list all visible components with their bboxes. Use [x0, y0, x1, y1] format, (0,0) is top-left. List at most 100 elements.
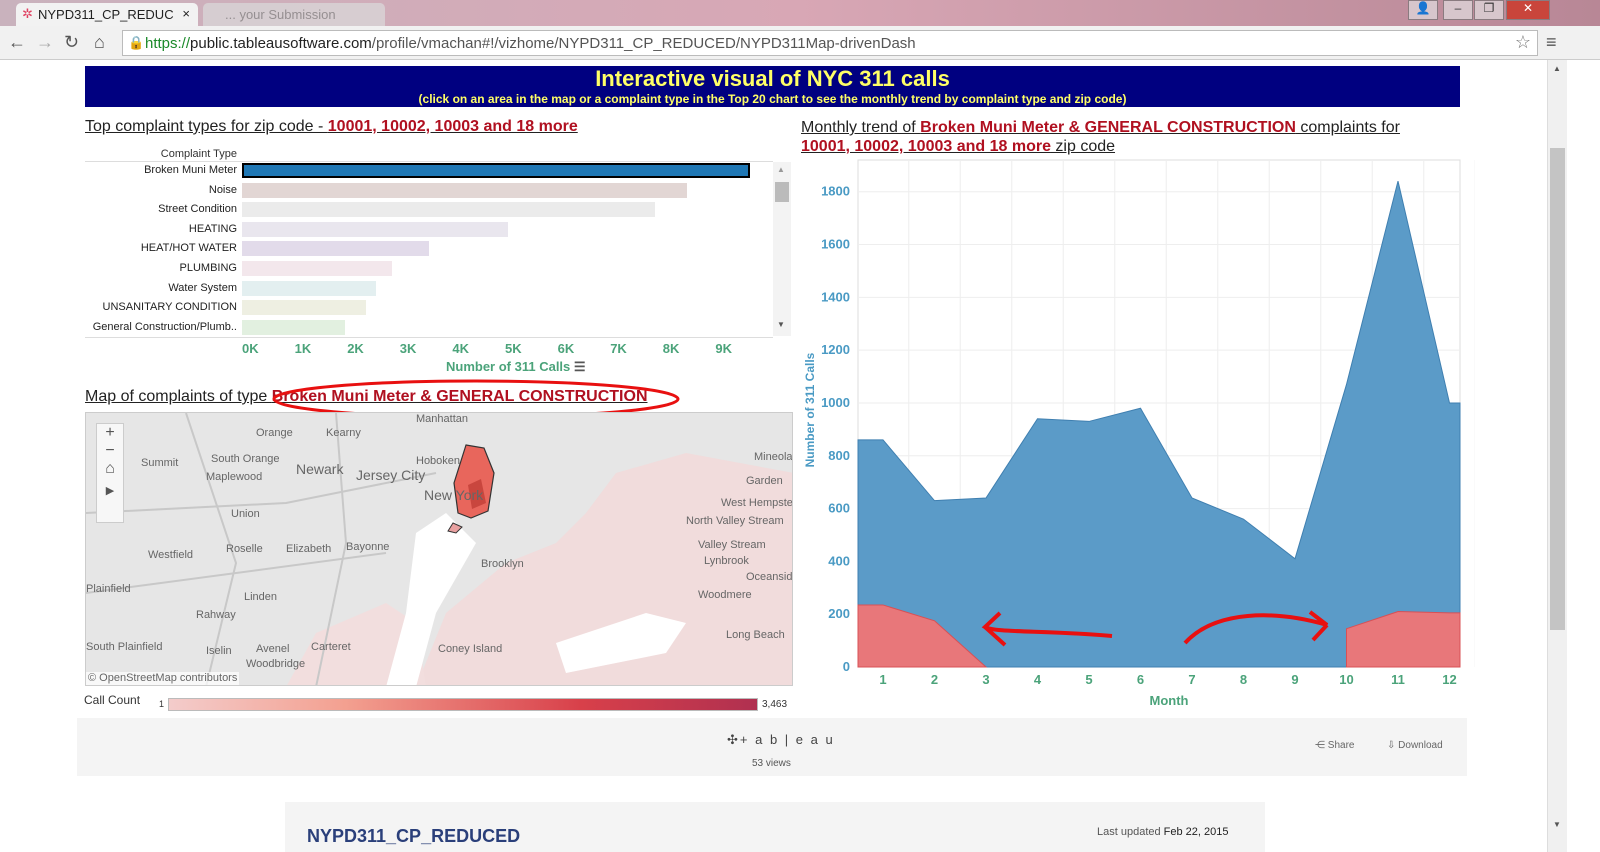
- bar[interactable]: [242, 261, 393, 276]
- tableau-logo[interactable]: ✣+ a b | e a u: [727, 732, 835, 748]
- title-text: zip code: [1050, 138, 1116, 155]
- map-place-label: Oceanside: [746, 571, 793, 583]
- home-extent-button[interactable]: ⌂: [105, 460, 115, 477]
- menu-icon[interactable]: ≡: [1546, 32, 1557, 52]
- map-place-label: Coney Island: [438, 643, 503, 655]
- bar[interactable]: [242, 319, 345, 335]
- area-series-1[interactable]: [857, 181, 1461, 668]
- bar[interactable]: [242, 221, 508, 237]
- profile-button[interactable]: 👤: [1408, 0, 1438, 20]
- scroll-thumb[interactable]: [1550, 148, 1565, 630]
- bar[interactable]: [242, 182, 687, 198]
- y-tick-label: 1600: [821, 237, 850, 252]
- map-place-label: Roselle: [226, 543, 263, 555]
- x-tick-label: 6K: [557, 341, 575, 356]
- scroll-thumb[interactable]: [775, 182, 789, 202]
- bar-label[interactable]: HEAT/HOT WATER: [140, 242, 237, 255]
- download-icon: ⇩: [1387, 740, 1399, 751]
- area-series-2[interactable]: [857, 604, 988, 668]
- zoom-in-button[interactable]: +: [105, 424, 115, 441]
- bar-label[interactable]: Street Condition: [158, 203, 237, 216]
- scroll-up-icon[interactable]: ▲: [777, 165, 785, 174]
- map-title: Map of complaints of type Broken Muni Me…: [85, 388, 648, 406]
- sort-icon[interactable]: ☰: [573, 359, 586, 374]
- title-text: complaints for: [1295, 119, 1400, 136]
- scroll-up-icon[interactable]: ▲: [1553, 64, 1561, 73]
- browser-toolbar: ← → ↻ ⌂ 🔒 https://public.tableausoftware…: [0, 26, 1600, 60]
- lock-icon: 🔒: [128, 35, 145, 50]
- x-axis-title: Month: [1150, 693, 1189, 708]
- dashboard-banner: Interactive visual of NYC 311 calls (cli…: [85, 66, 1460, 107]
- map-attribution: © OpenStreetMap contributors: [86, 672, 240, 685]
- map-place-label: New York: [424, 487, 484, 503]
- map-place-label: West Hempstead: [721, 497, 793, 509]
- viz-footer: ✣+ a b | e a u 53 views ⋲ Share ⇩ Downlo…: [77, 718, 1467, 776]
- maximize-button[interactable]: ❐: [1474, 0, 1504, 20]
- y-tick-label: 1800: [821, 184, 850, 199]
- bar-label[interactable]: General Construction/Plumb..: [92, 320, 237, 333]
- map-place-label: Union: [231, 508, 260, 520]
- map-place-label: Long Beach: [726, 629, 785, 641]
- download-button[interactable]: ⇩ Download: [1387, 740, 1443, 751]
- x-tick-label: 11: [1391, 672, 1405, 687]
- bar-chart-scrollbar[interactable]: ▲ ▼: [773, 162, 791, 336]
- last-updated: Last updated Feb 22, 2015: [1097, 826, 1229, 838]
- browser-tab[interactable]: ... your Submission: [203, 3, 385, 26]
- area-series-2[interactable]: [1346, 611, 1461, 668]
- complaint-map[interactable]: + − ⌂ ▶ Orange Kearny Summit South Orange Ne…: [85, 412, 793, 686]
- bar-label[interactable]: Noise: [208, 183, 237, 196]
- forward-icon[interactable]: →: [36, 32, 54, 52]
- zoom-out-button[interactable]: −: [105, 442, 115, 459]
- x-tick-label: 10: [1339, 672, 1353, 687]
- map-place-label: Iselin: [206, 645, 232, 657]
- bar-label[interactable]: PLUMBING: [179, 262, 237, 274]
- map-place-label: Jersey City: [356, 467, 426, 483]
- bar[interactable]: [242, 280, 377, 296]
- y-tick-label: 200: [828, 606, 850, 621]
- workbook-title[interactable]: NYPD311_CP_REDUCED: [307, 826, 521, 846]
- map-place-label: South Orange: [211, 453, 280, 465]
- dashboard-subtitle: (click on an area in the map or a compla…: [418, 92, 1127, 106]
- back-icon[interactable]: ←: [8, 32, 26, 52]
- view-count: 53 views: [752, 758, 791, 769]
- x-tick-label: 9K: [715, 341, 733, 356]
- close-tab-icon[interactable]: ×: [182, 6, 190, 21]
- divider: [85, 161, 773, 162]
- bar-label[interactable]: HEATING: [188, 222, 237, 235]
- tab-title: NYPD311_CP_REDUC: [38, 7, 174, 22]
- x-tick-label: 9: [1291, 672, 1298, 687]
- reload-icon[interactable]: ↻: [64, 32, 80, 52]
- close-window-button[interactable]: ✕: [1506, 0, 1550, 20]
- page-scrollbar[interactable]: ▲ ▼: [1547, 60, 1567, 852]
- scroll-down-icon[interactable]: ▼: [777, 320, 785, 329]
- minimize-button[interactable]: –: [1443, 0, 1473, 20]
- bookmark-star-icon[interactable]: ☆: [1514, 32, 1531, 52]
- map-place-label: Newark: [296, 461, 344, 477]
- red-annotation-arrow-right: [1183, 610, 1329, 645]
- bar-label[interactable]: Broken Muni Meter: [144, 164, 237, 176]
- bar-label[interactable]: Water System: [168, 281, 237, 294]
- bar[interactable]: [242, 202, 656, 218]
- bar[interactable]: [242, 163, 750, 178]
- address-bar[interactable]: 🔒 https://public.tableausoftware.com/pro…: [122, 30, 1538, 56]
- y-tick-label: 800: [828, 448, 850, 463]
- tableau-logo-icon: ✣: [727, 732, 740, 747]
- bar[interactable]: [242, 300, 366, 316]
- map-place-label: Linden: [244, 591, 278, 603]
- home-icon[interactable]: ⌂: [94, 32, 105, 52]
- bar-label[interactable]: UNSANITARY CONDITION: [102, 301, 237, 314]
- expand-toolbar-icon[interactable]: ▶: [105, 485, 115, 497]
- y-tick-label: 1400: [821, 289, 850, 304]
- browser-tab-active[interactable]: ✲ NYPD311_CP_REDUC ×: [16, 3, 198, 26]
- x-tick-label: 4: [1034, 672, 1042, 687]
- y-tick-label: 0: [843, 659, 850, 674]
- zip-filter-link[interactable]: 10001, 10002, 10003 and 18 more: [327, 118, 578, 135]
- x-tick-label: 3K: [399, 341, 417, 356]
- share-button[interactable]: ⋲ Share: [1315, 740, 1354, 751]
- scroll-down-icon[interactable]: ▼: [1553, 820, 1561, 829]
- bar[interactable]: [242, 241, 429, 257]
- x-tick-label: 12: [1442, 672, 1456, 687]
- share-icon: ⋲: [1315, 740, 1328, 751]
- x-tick-label: 1K: [294, 341, 312, 356]
